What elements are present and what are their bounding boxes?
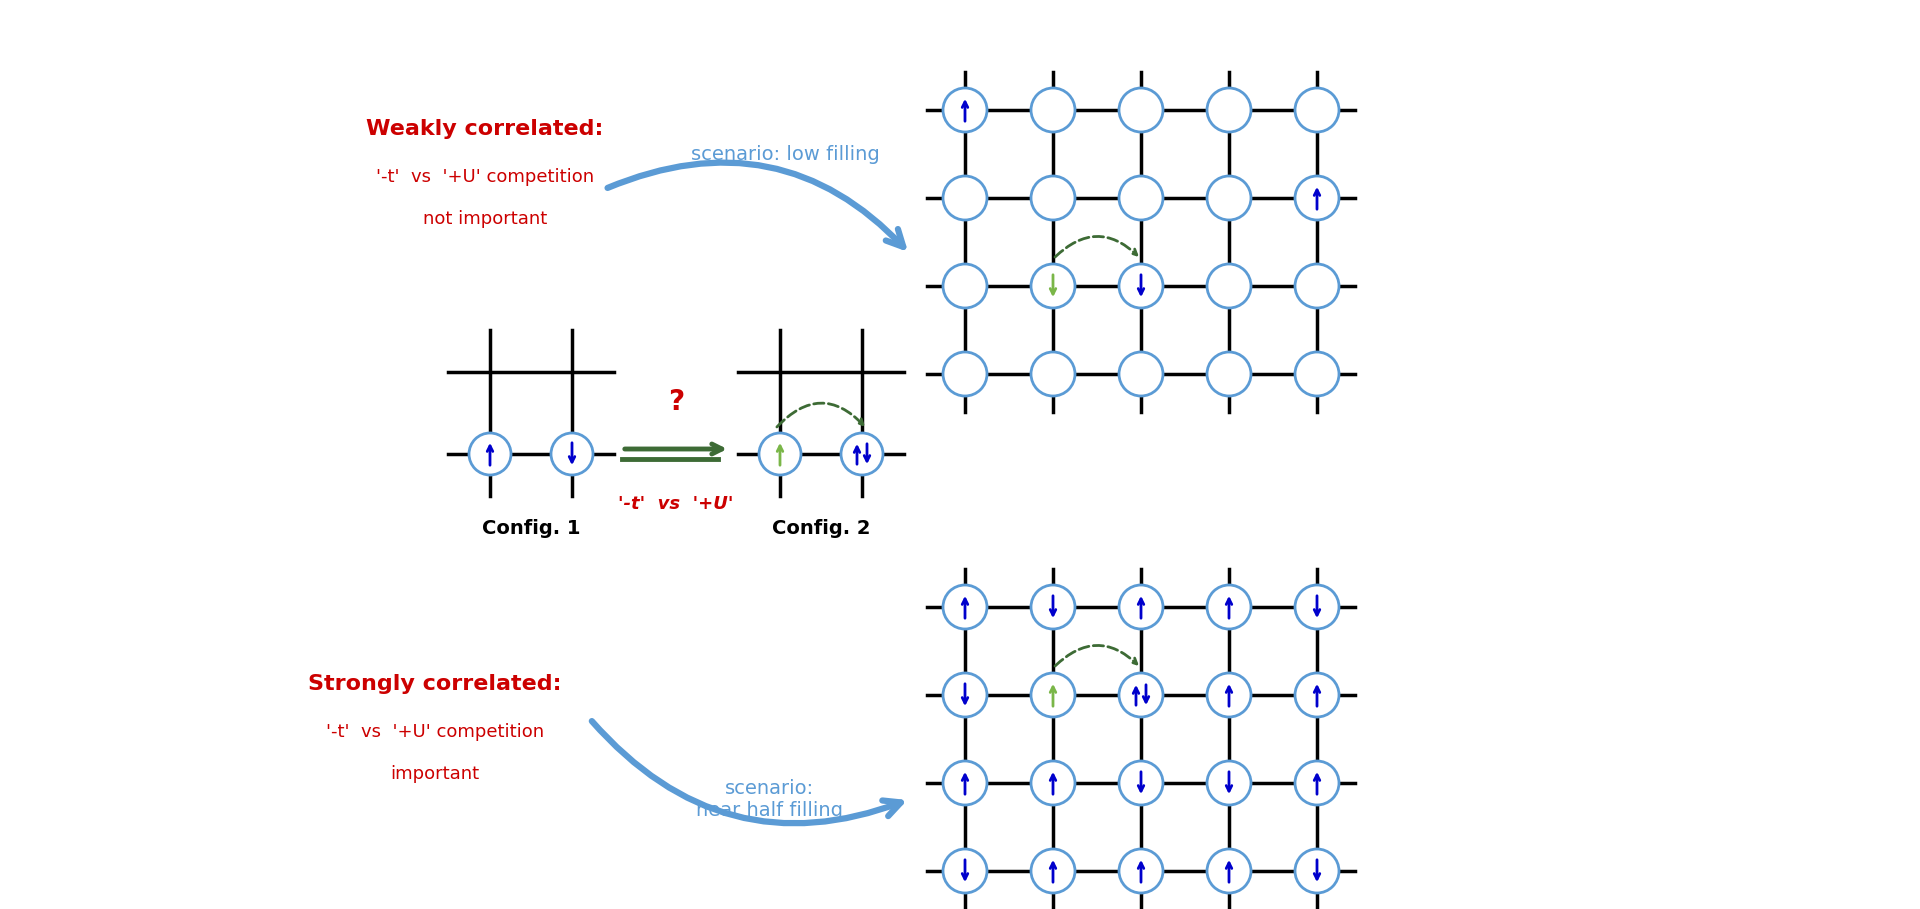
Text: '-t'  vs  '+U': '-t' vs '+U'	[618, 495, 733, 513]
Circle shape	[1294, 352, 1338, 396]
Circle shape	[1208, 352, 1252, 396]
Circle shape	[1208, 176, 1252, 220]
Text: important: important	[390, 765, 480, 783]
Circle shape	[758, 433, 801, 475]
Circle shape	[1294, 264, 1338, 308]
Text: scenario: low filling: scenario: low filling	[691, 145, 879, 164]
Text: not important: not important	[422, 210, 547, 228]
Circle shape	[1031, 585, 1075, 629]
Text: '-t'  vs  '+U' competition: '-t' vs '+U' competition	[326, 723, 543, 741]
Circle shape	[1119, 88, 1164, 132]
Circle shape	[1031, 849, 1075, 893]
Circle shape	[943, 88, 987, 132]
Circle shape	[1119, 761, 1164, 805]
Circle shape	[943, 849, 987, 893]
Circle shape	[841, 433, 883, 475]
Circle shape	[943, 673, 987, 717]
Text: Config. 1: Config. 1	[482, 520, 580, 538]
Circle shape	[1208, 585, 1252, 629]
Circle shape	[551, 433, 593, 475]
Circle shape	[943, 264, 987, 308]
Circle shape	[1119, 176, 1164, 220]
Circle shape	[1119, 585, 1164, 629]
Circle shape	[943, 761, 987, 805]
Circle shape	[1119, 849, 1164, 893]
Circle shape	[1031, 88, 1075, 132]
Circle shape	[1119, 264, 1164, 308]
Circle shape	[1294, 849, 1338, 893]
Circle shape	[1031, 761, 1075, 805]
Circle shape	[1119, 673, 1164, 717]
Text: '-t'  vs  '+U' competition: '-t' vs '+U' competition	[376, 168, 593, 186]
Circle shape	[1294, 761, 1338, 805]
Circle shape	[1119, 352, 1164, 396]
Circle shape	[1208, 849, 1252, 893]
Circle shape	[1294, 673, 1338, 717]
Text: scenario:
near half filling: scenario: near half filling	[697, 778, 843, 820]
Circle shape	[943, 176, 987, 220]
Circle shape	[468, 433, 511, 475]
Circle shape	[1031, 176, 1075, 220]
Circle shape	[1208, 264, 1252, 308]
Text: Strongly correlated:: Strongly correlated:	[309, 674, 563, 694]
FancyArrowPatch shape	[607, 163, 902, 247]
Circle shape	[1031, 352, 1075, 396]
Circle shape	[1294, 585, 1338, 629]
FancyArrowPatch shape	[591, 721, 900, 824]
Circle shape	[1031, 673, 1075, 717]
Circle shape	[1208, 88, 1252, 132]
Text: ?: ?	[668, 388, 684, 416]
Circle shape	[943, 585, 987, 629]
Text: Config. 2: Config. 2	[772, 520, 870, 538]
Circle shape	[1294, 176, 1338, 220]
Circle shape	[1208, 673, 1252, 717]
Text: Weakly correlated:: Weakly correlated:	[367, 119, 603, 139]
Circle shape	[1294, 88, 1338, 132]
Circle shape	[1031, 264, 1075, 308]
Circle shape	[943, 352, 987, 396]
Circle shape	[1208, 761, 1252, 805]
